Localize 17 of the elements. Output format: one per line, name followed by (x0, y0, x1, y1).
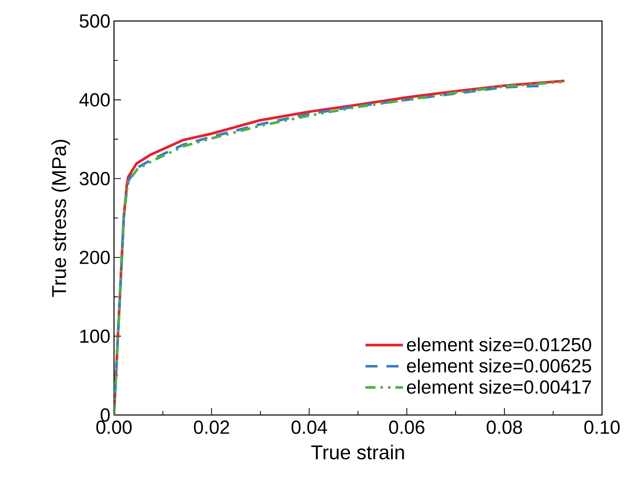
x-tick-label: 0.04 (292, 420, 328, 434)
x-tick-label: 0.02 (194, 420, 230, 434)
x-tick-label: 0.08 (486, 420, 522, 434)
y-tick-label: 200 (80, 250, 110, 264)
x-tick-label: 0.06 (389, 420, 424, 434)
legend-label: element size=0.00625 (407, 358, 592, 373)
y-tick-label: 100 (80, 329, 110, 343)
legend-label: element size=0.01250 (407, 337, 592, 352)
y-tick-label: 400 (79, 93, 110, 106)
y-tick-label: 0 (100, 408, 110, 422)
y-tick-label: 300 (80, 172, 110, 186)
y-tick-label: 500 (80, 14, 110, 28)
legend-label: element size=0.00417 (407, 380, 591, 394)
x-tick-label: 0.10 (584, 420, 620, 434)
y-axis-title: True stress (MPa) (51, 140, 70, 297)
x-tick-label: 0.00 (96, 420, 132, 434)
x-axis-title: True strain (311, 444, 404, 460)
